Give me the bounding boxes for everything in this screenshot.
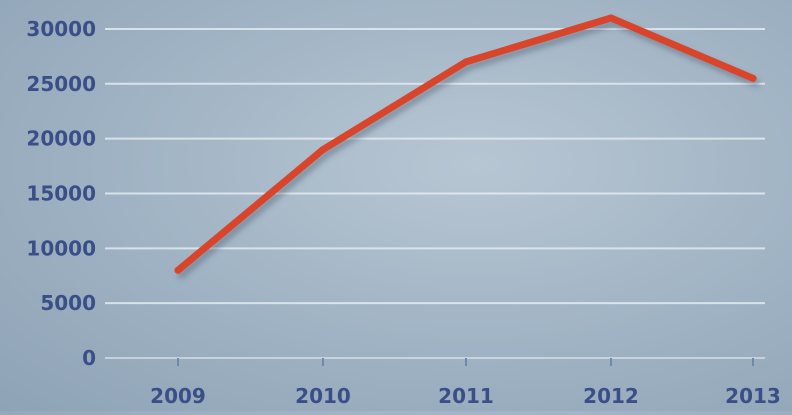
data-point [749,74,757,82]
x-tick-label: 2011 [438,384,494,408]
y-tick-label: 20000 [26,127,96,151]
series-layer [174,14,757,274]
x-axis-tick-labels: 2009 2010 2011 2012 2013 [150,384,781,408]
y-tick-label: 30000 [26,17,96,41]
y-tick-label: 10000 [26,236,96,260]
y-axis-tick-labels: 0 5000 10000 15000 20000 25000 30000 [26,17,96,370]
y-tick-label: 15000 [26,181,96,205]
series-line [174,14,757,274]
axes [105,357,765,366]
x-tick-label: 2013 [725,384,781,408]
y-tick-label: 5000 [40,291,96,315]
x-tick-label: 2009 [150,384,206,408]
data-point [174,266,182,274]
y-tick-label: 0 [82,346,96,370]
x-tick-label: 2012 [583,384,639,408]
x-tick-label: 2010 [295,384,351,408]
gridlines [105,27,765,305]
y-tick-label: 25000 [26,72,96,96]
data-point [607,14,615,22]
data-point [319,146,327,154]
data-point [462,58,470,66]
